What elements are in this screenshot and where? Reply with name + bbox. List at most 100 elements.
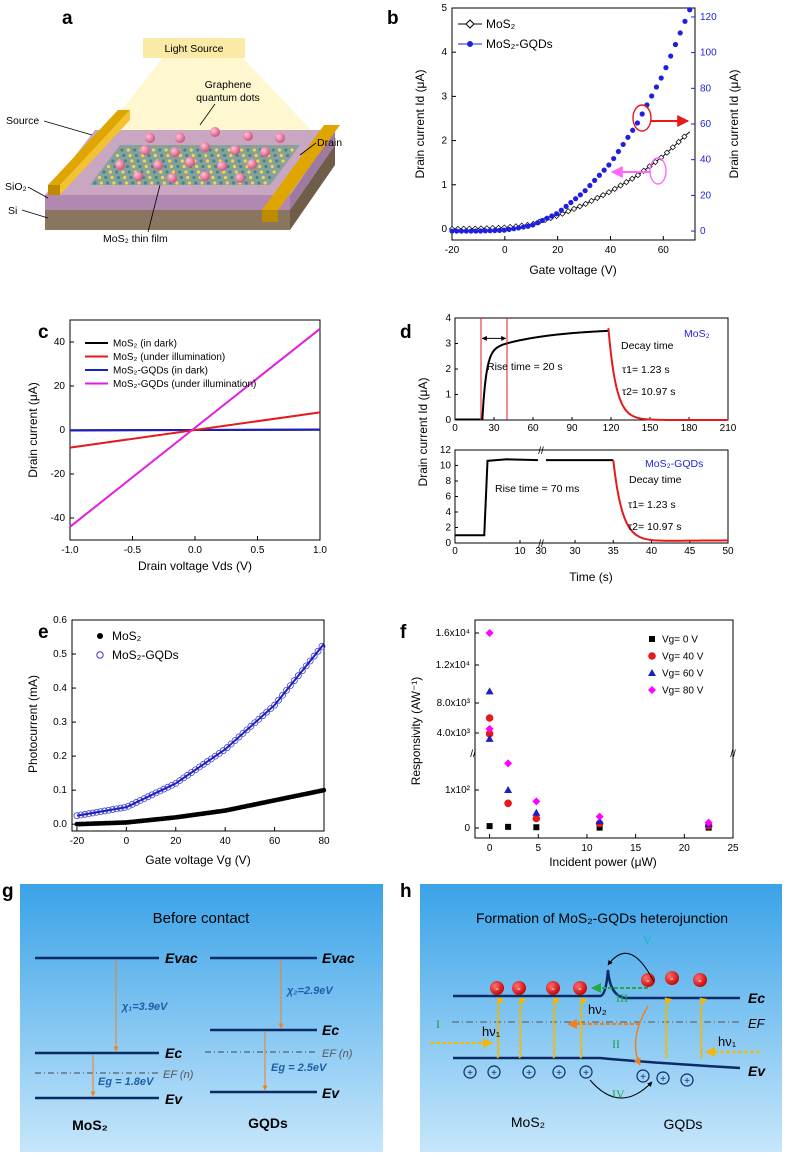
c-x-tick-label: 0.0 xyxy=(188,545,202,556)
b-x-tick-label: 60 xyxy=(658,245,670,256)
quantum-dot xyxy=(153,160,163,170)
f-point xyxy=(505,823,512,830)
lattice-atom xyxy=(104,175,108,180)
lattice-atom xyxy=(277,164,281,169)
h-hv2: hν₂ xyxy=(588,1002,607,1017)
b-gqd-point xyxy=(530,222,536,228)
f-point xyxy=(595,817,604,825)
lattice-atom xyxy=(215,170,219,174)
h-hole-sign: + xyxy=(467,1068,473,1079)
quantum-dot xyxy=(210,127,220,137)
lattice-atom xyxy=(214,164,218,169)
lattice-atom xyxy=(143,181,147,185)
lattice-atom xyxy=(112,181,116,185)
e-y-tick-label: 0.4 xyxy=(53,683,67,694)
panel-b-label: b xyxy=(387,8,399,29)
e-legend-marker-gqd xyxy=(96,651,104,659)
lattice-atom xyxy=(223,175,228,180)
lattice-atom xyxy=(174,159,178,163)
b-x-tick-label: 20 xyxy=(552,245,564,256)
f-point xyxy=(532,808,541,816)
quantum-dot xyxy=(140,145,150,155)
lattice-atom xyxy=(213,181,217,185)
sio2-label: SiO₂ xyxy=(5,181,27,193)
b-gqd-point xyxy=(682,18,688,24)
g-mos2-ef-label: EF (n) xyxy=(163,1069,194,1081)
lattice-atom xyxy=(163,164,167,169)
b-mos2-point xyxy=(669,144,676,151)
h-excitation-wave xyxy=(495,997,505,1059)
b-gqd-point xyxy=(449,228,455,234)
h-hole-path-iv xyxy=(589,1079,653,1099)
d-bot-x-tick-label: 40 xyxy=(646,546,658,557)
f-legend-marker xyxy=(648,686,656,694)
g-mos2-eg-label: Eg = 1.8eV xyxy=(98,1076,155,1088)
quantum-dot xyxy=(275,133,285,143)
lattice-atom xyxy=(111,159,115,163)
b-y2-tick-label: 120 xyxy=(700,12,717,23)
h-excitation-wave xyxy=(551,997,561,1059)
h-hole xyxy=(522,1065,536,1079)
quantum-dot xyxy=(217,161,227,171)
c-y-tick-label: -20 xyxy=(51,469,66,480)
lattice-atom xyxy=(131,181,135,185)
b-mos2-point xyxy=(675,138,682,146)
lattice-atom xyxy=(99,181,103,185)
b-gqd-point xyxy=(634,120,641,126)
d-top-x-tick-label: 60 xyxy=(527,423,539,434)
panel-c-label: c xyxy=(38,322,49,343)
d-bot-x-tick-label: 45 xyxy=(684,546,696,557)
e-gqd-point xyxy=(286,682,294,689)
light-source-label: Light Source xyxy=(165,43,224,55)
c-tick-group: -1.0 -0.5 0.0 0.5 1.0 -40 -20 0 20 40 xyxy=(51,337,328,556)
si-pointer xyxy=(21,209,49,219)
b-gqd-point xyxy=(606,162,612,168)
d-bot-axis-break: // xyxy=(538,539,544,550)
lattice-atom xyxy=(239,164,243,169)
quantum-dot xyxy=(115,160,125,170)
lattice-atom xyxy=(121,170,125,174)
b-x-tick-label: 40 xyxy=(605,245,617,256)
e-gqd-point xyxy=(263,708,271,716)
lattice-atom xyxy=(123,175,127,180)
lattice-atom xyxy=(284,148,288,152)
g-mos2-evac-label: Evac xyxy=(165,950,198,966)
lattice-atom xyxy=(224,159,228,163)
lattice-atom xyxy=(166,153,170,158)
h-roman-ii: II xyxy=(612,1037,620,1051)
lattice-atom xyxy=(115,170,119,174)
lattice-atom xyxy=(186,175,190,180)
lattice-atom xyxy=(175,181,179,185)
lattice-atom xyxy=(201,164,205,169)
h-excitation-wave xyxy=(698,997,708,1059)
lattice-atom xyxy=(180,159,184,163)
d-bottom-tag: MoS₂-GQDs xyxy=(645,458,703,470)
si-layer xyxy=(45,210,290,230)
e-gqd-point xyxy=(306,657,314,665)
panel-g-band-before-contact: g Before contact Evac Ec Ev EF (n) χ₁=3.… xyxy=(2,881,383,1152)
d-top-x-tick-label: 210 xyxy=(720,423,737,434)
e-y-tick-label: 0.3 xyxy=(53,717,67,728)
e-mos2-point xyxy=(321,787,327,793)
lattice-atom xyxy=(263,181,267,185)
b-mos2-point xyxy=(570,205,578,212)
h-gqds-label: GQDs xyxy=(664,1116,703,1132)
lattice-atom xyxy=(134,153,138,158)
c-series-line xyxy=(69,328,321,528)
quantum-dot xyxy=(200,171,210,181)
lattice-atom xyxy=(187,181,192,185)
f-legend-marker xyxy=(648,669,656,676)
drain-electrode xyxy=(262,125,340,210)
e-gqd-point xyxy=(279,691,286,699)
f-y-tick-label: 8.0x10³ xyxy=(437,698,471,709)
b-mos2-line xyxy=(451,131,691,230)
h-roman-i: I xyxy=(436,1017,440,1031)
f-legend-label: Vg= 0 V xyxy=(662,635,698,646)
lattice-atom xyxy=(241,170,245,174)
c-legend-label: MoS₂-GQDs (under illumination) xyxy=(113,379,256,390)
gqd-label-1: Graphene xyxy=(205,79,252,91)
d-top-x-tick-label: 0 xyxy=(452,423,458,434)
e-gqd-point xyxy=(227,740,235,748)
c-x-tick-label: -0.5 xyxy=(124,545,142,556)
gqd-label-2: quantum dots xyxy=(196,92,260,104)
